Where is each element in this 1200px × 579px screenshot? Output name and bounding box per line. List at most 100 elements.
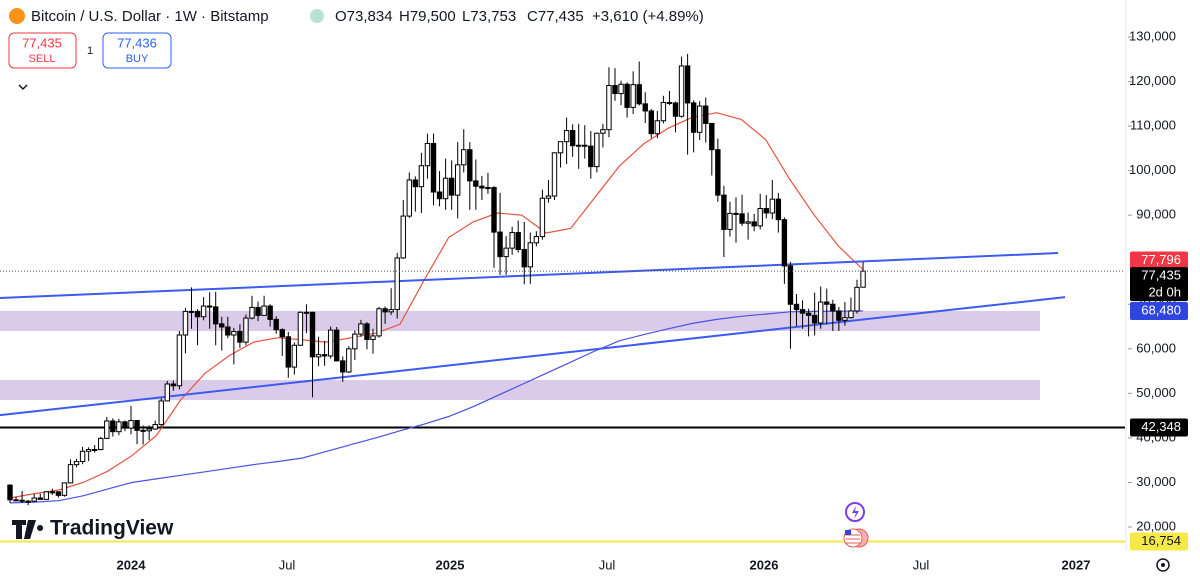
candle-body	[799, 309, 806, 314]
collapse-toggle[interactable]	[18, 84, 28, 91]
event-icons[interactable]	[843, 502, 869, 548]
candle-body	[824, 301, 830, 305]
candle-body	[327, 329, 334, 357]
candle-body	[79, 450, 86, 463]
candle-body	[231, 330, 237, 336]
candle-body	[67, 464, 74, 484]
candle-body	[739, 213, 745, 224]
candle-body	[182, 310, 189, 336]
candle-body	[352, 333, 358, 350]
candle-body	[7, 484, 13, 501]
candle-body	[49, 491, 56, 494]
candle-body	[261, 305, 267, 316]
candle-body	[503, 247, 509, 258]
candle-body	[188, 310, 195, 313]
price-badge-label: 42,348	[1141, 419, 1181, 434]
candle-body	[116, 421, 122, 433]
trendline	[0, 252, 1059, 300]
candle-body	[805, 312, 812, 316]
spread: 1	[87, 45, 93, 57]
status-dot	[310, 9, 324, 23]
candle-body	[563, 130, 570, 143]
candle-body	[715, 149, 721, 196]
candle-body	[485, 187, 491, 190]
candle-body	[654, 120, 661, 135]
candle-body	[594, 132, 600, 168]
candle-body	[612, 85, 618, 95]
price-badge-label: 68,480	[1141, 302, 1181, 317]
candle-body	[600, 129, 606, 134]
candle-body	[836, 310, 842, 321]
price-badge	[1130, 418, 1188, 437]
candle-body	[255, 306, 261, 316]
candle-body	[309, 311, 316, 358]
candle-body	[491, 187, 497, 233]
y-tick-label: 50,000	[1136, 385, 1176, 400]
candle-body	[606, 85, 612, 131]
candle-body	[569, 130, 576, 147]
buy-price: 77,436	[117, 35, 157, 50]
plot-area: 130,000120,000110,000100,00090,00070,000…	[0, 0, 1188, 572]
candle-body	[340, 360, 346, 373]
candle-body	[424, 142, 431, 167]
buy-label: BUY	[126, 53, 149, 65]
candle-body	[473, 180, 479, 187]
candle-body	[745, 221, 751, 224]
price-badge	[1130, 251, 1188, 270]
candle-body	[382, 308, 388, 313]
candle-body	[346, 348, 352, 373]
candle-body	[43, 491, 49, 500]
candle-body	[303, 311, 310, 314]
candle-body	[376, 308, 382, 337]
candle-body	[37, 497, 43, 500]
candle-body	[709, 122, 715, 151]
candle-body	[630, 84, 636, 108]
settings-icon[interactable]	[1156, 558, 1170, 572]
sell-price: 77,435	[22, 35, 62, 50]
quote-high: H79,500	[399, 8, 456, 25]
candle-body	[811, 314, 818, 324]
candle-body	[13, 499, 19, 502]
candle-body	[55, 491, 62, 496]
candle-body	[551, 152, 558, 197]
candle-body	[388, 309, 394, 313]
candle-body	[158, 400, 164, 426]
candle-body	[557, 141, 564, 154]
candle-body	[666, 101, 673, 104]
buy-button[interactable]: 77,436 BUY	[102, 32, 172, 69]
coin-icon	[9, 8, 25, 24]
y-tick-label: 20,000	[1136, 518, 1176, 533]
candle-body	[412, 179, 419, 188]
candle-body	[400, 215, 406, 259]
candle-body	[757, 208, 763, 227]
candle-body	[684, 65, 691, 104]
candle-body	[467, 149, 473, 182]
x-tick-label: Jul	[279, 557, 296, 572]
candle-body	[624, 83, 630, 108]
candle-body	[642, 103, 648, 112]
candle-body	[461, 149, 467, 166]
candle-body	[370, 335, 376, 340]
candle-body	[219, 323, 225, 328]
candle-body	[291, 344, 298, 368]
candle-body	[533, 236, 540, 244]
sell-button[interactable]: 77,435 SELL	[8, 32, 77, 69]
candle-body	[73, 461, 80, 466]
candle-body	[697, 105, 703, 133]
candle-body	[781, 219, 788, 267]
price-badge	[1130, 302, 1188, 321]
candle-body	[358, 323, 364, 335]
candle-body	[582, 144, 588, 147]
x-tick-label: Jul	[913, 557, 930, 572]
candle-body	[170, 383, 177, 387]
candle-body	[243, 317, 249, 343]
candle-body	[194, 310, 201, 318]
candle-body	[539, 197, 546, 238]
x-tick-label: 2025	[436, 557, 465, 572]
candle-body	[146, 428, 152, 432]
quote-close: C77,435	[527, 8, 584, 25]
candle-body	[842, 317, 848, 321]
quote-low: L73,753	[462, 8, 516, 25]
candle-body	[854, 286, 860, 312]
